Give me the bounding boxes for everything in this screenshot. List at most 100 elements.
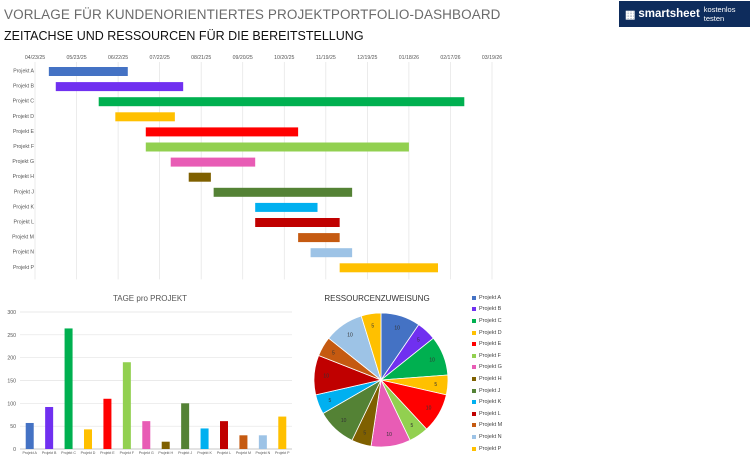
bar-x-tick-label: Projekt N	[255, 451, 270, 455]
bar-x-tick-label: Projekt J	[178, 451, 192, 455]
legend-swatch	[472, 411, 476, 416]
gantt-task-label: Projekt L	[14, 220, 35, 226]
pie-legend-item: Projekt C	[472, 315, 572, 327]
bar	[45, 406, 54, 449]
gantt-task-label: Projekt N	[13, 250, 35, 256]
gantt-task-label: Projekt J	[14, 189, 35, 195]
bar	[25, 422, 34, 449]
bar-y-tick-label: 0	[13, 447, 16, 453]
legend-swatch	[472, 330, 476, 335]
bar-x-tick-label: Projekt G	[139, 451, 154, 455]
legend-label: Projekt G	[479, 364, 502, 371]
legend-label: Projekt A	[479, 294, 502, 301]
legend-swatch	[472, 365, 476, 370]
bar-x-tick-label: Projekt L	[217, 451, 231, 455]
pie-data-label: 5	[363, 430, 366, 436]
legend-label: Projekt K	[479, 399, 502, 406]
legend-label: Projekt H	[479, 375, 502, 382]
pie-legend-item: Projekt E	[472, 338, 572, 350]
pie-data-label: 5	[371, 323, 374, 329]
gantt-task-label: Projekt K	[13, 204, 35, 210]
gantt-chart: 04/23/25 05/23/25 06/22/25 07/22/25 08/21/25…	[12, 55, 502, 280]
pie-legend-item: Projekt J	[472, 385, 572, 397]
bar-y-tick-label: 250	[7, 333, 16, 339]
bar-x-tick-label: Projekt F	[120, 451, 135, 455]
bar	[220, 421, 228, 449]
pie-data-label: 10	[429, 358, 435, 364]
legend-label: Projekt J	[479, 387, 501, 394]
legend-label: Projekt P	[479, 445, 502, 452]
pie-legend: Projekt A Projekt B Projekt C Projekt D Proj…	[472, 292, 572, 454]
gantt-bar	[98, 97, 465, 107]
bar	[142, 421, 151, 449]
pie-legend-item: Projekt H	[472, 373, 572, 385]
pie-chart: RESSOURCENZUWEISUNG 10 5 10 5 10 5 10 5 10 5 10 5 10 5	[313, 294, 449, 448]
legend-label: Projekt B	[479, 306, 502, 313]
gantt-bar	[48, 67, 128, 76]
bar-chart: TAGE pro PROJEKT 0 50 100 150 200 250 300 Projek…	[7, 294, 292, 455]
bar-x-tick-label: Projekt H	[158, 451, 173, 455]
legend-label: Projekt E	[479, 341, 502, 348]
pie-legend-item: Projekt B	[472, 304, 572, 316]
bar	[239, 435, 248, 449]
legend-swatch	[472, 446, 476, 451]
bar-x-tick-label: Projekt P	[275, 451, 290, 455]
pie-legend-item: Projekt D	[472, 327, 572, 339]
legend-swatch	[472, 318, 476, 323]
pie-data-label: 10	[386, 432, 392, 438]
pie-legend-item: Projekt K	[472, 396, 572, 408]
gantt-bar	[310, 248, 353, 258]
gantt-bar	[188, 172, 211, 182]
pie-data-label: 5	[332, 350, 335, 356]
bar-y-tick-label: 200	[7, 356, 16, 362]
bar	[258, 435, 267, 449]
bar-x-tick-label: Projekt D	[81, 451, 96, 455]
page-title: VORLAGE FÜR KUNDENORIENTIERTES PROJEKTPO…	[4, 7, 501, 22]
legend-swatch	[472, 388, 476, 393]
gantt-bar	[145, 142, 409, 152]
gantt-bar	[115, 112, 175, 122]
gantt-task-label: Projekt E	[13, 129, 35, 135]
pie-legend-item: Projekt F	[472, 350, 572, 362]
pie-data-label: 10	[426, 405, 432, 411]
gantt-x-tick-label: 02/17/26	[440, 55, 460, 61]
gantt-bar	[55, 82, 184, 92]
bar	[84, 429, 92, 449]
gantt-task-label: Projekt P	[13, 265, 35, 271]
gantt-bar	[170, 157, 256, 167]
pie-data-label: 10	[394, 325, 400, 331]
gantt-task-label: Projekt C	[13, 99, 35, 105]
bar	[200, 428, 209, 449]
bar	[181, 403, 190, 449]
brand-name: smartsheet	[638, 8, 700, 20]
gantt-task-label: Projekt A	[13, 69, 34, 75]
bar-y-tick-label: 300	[7, 310, 16, 316]
pie-data-label: 5	[328, 398, 331, 404]
pie-legend-item: Projekt L	[472, 408, 572, 420]
pie-legend-item: Projekt M	[472, 420, 572, 432]
gantt-task-label: Projekt B	[13, 84, 35, 90]
legend-swatch	[472, 295, 476, 300]
bar-x-tick-label: Projekt C	[61, 451, 76, 455]
gantt-x-tick-label: 01/18/26	[399, 55, 419, 61]
gantt-bar	[339, 263, 438, 273]
pie-legend-item: Projekt N	[472, 431, 572, 443]
legend-swatch	[472, 376, 476, 381]
bar-y-tick-label: 150	[7, 379, 16, 385]
legend-swatch	[472, 353, 476, 358]
smartsheet-cta-button[interactable]: ▦ smartsheet kostenlos testen	[619, 1, 750, 27]
bar-x-tick-label: Projekt M	[236, 451, 251, 455]
gantt-task-label: Projekt G	[12, 159, 34, 165]
pie-chart-title: RESSOURCENZUWEISUNG	[324, 294, 429, 303]
pie-data-label: 5	[411, 423, 414, 429]
legend-swatch	[472, 400, 476, 405]
gantt-task-label: Projekt M	[12, 235, 34, 241]
legend-swatch	[472, 434, 476, 439]
gantt-x-tick-label: 09/20/25	[233, 55, 253, 61]
smartsheet-logo-icon: ▦	[625, 8, 636, 21]
bar-chart-title: TAGE pro PROJEKT	[113, 294, 187, 303]
pie-legend-item: Projekt P	[472, 443, 572, 455]
pie-data-label: 10	[347, 332, 353, 338]
section-title: ZEITACHSE UND RESSOURCEN FÜR DIE BEREITS…	[4, 29, 364, 43]
